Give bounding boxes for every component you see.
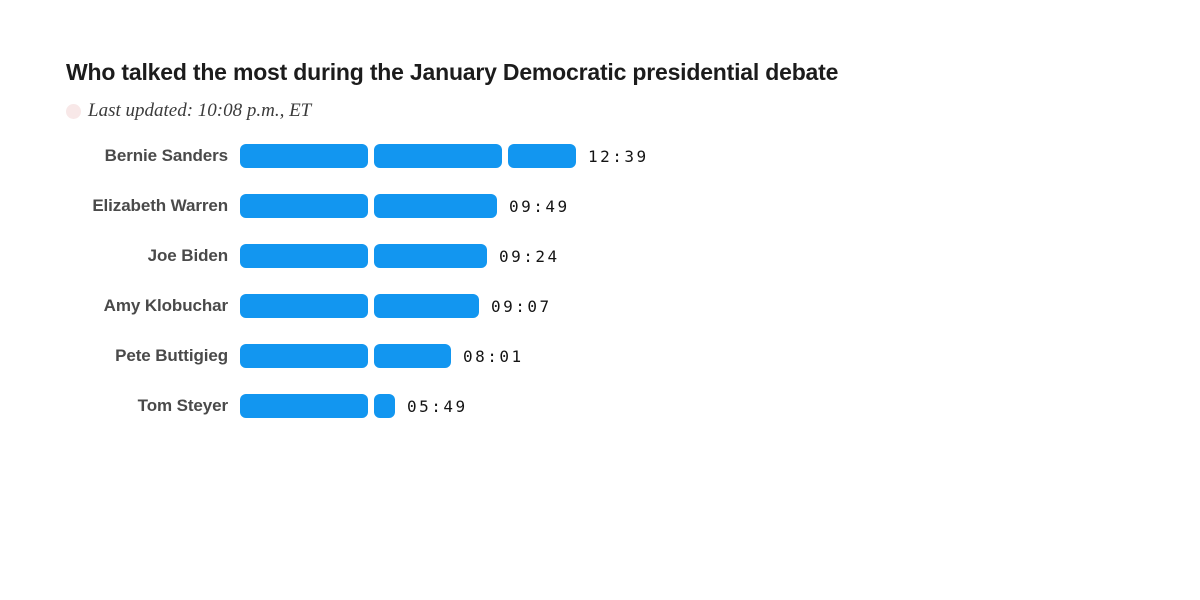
bar-track (240, 344, 451, 368)
bar-segment (374, 144, 502, 168)
bar-track (240, 294, 479, 318)
candidate-label: Bernie Sanders (104, 146, 228, 165)
bar-segment (374, 344, 451, 368)
bar-segment (240, 194, 368, 218)
bar-track (240, 194, 497, 218)
bar-segment (240, 244, 368, 268)
bar-row: Amy Klobuchar 09:07 (66, 294, 1126, 318)
live-indicator-dot (66, 103, 81, 119)
bar-track (240, 244, 487, 268)
bar-track (240, 144, 576, 168)
bar-segment (240, 144, 368, 168)
candidate-label: Elizabeth Warren (92, 196, 228, 215)
bar-segment (374, 194, 497, 218)
bar-row: Tom Steyer 05:49 (66, 394, 1126, 418)
bar-segment (240, 344, 368, 368)
chart-title: Who talked the most during the January D… (66, 59, 839, 85)
bar-track (240, 394, 395, 418)
bar-segment (240, 294, 368, 318)
bar-chart-rows: Bernie Sanders 12:39 Elizabeth Warren 09:49… (66, 144, 1126, 418)
bar-row: Joe Biden 09:24 (66, 244, 1126, 268)
last-updated-text: Last updated: 10:08 p.m., ET (88, 100, 312, 121)
bar-segment (374, 394, 395, 418)
bar-segment (374, 244, 487, 268)
chart-card: Who talked the most during the January D… (66, 58, 1126, 444)
candidate-label: Tom Steyer (137, 396, 228, 415)
bar-segment (240, 394, 368, 418)
candidate-label: Amy Klobuchar (103, 296, 228, 315)
time-value: 12:39 (588, 146, 649, 166)
time-value: 09:07 (491, 296, 552, 316)
last-updated-row: Last updated: 10:08 p.m., ET (66, 99, 1126, 123)
bar-row: Pete Buttigieg 08:01 (66, 344, 1126, 368)
bar-row: Bernie Sanders 12:39 (66, 144, 1126, 168)
candidate-label: Pete Buttigieg (115, 346, 228, 365)
bar-segment (374, 294, 479, 318)
time-value: 05:49 (407, 396, 468, 416)
bar-row: Elizabeth Warren 09:49 (66, 194, 1126, 218)
bar-segment (508, 144, 576, 168)
time-value: 08:01 (463, 346, 524, 366)
time-value: 09:49 (509, 196, 570, 216)
time-value: 09:24 (499, 246, 560, 266)
candidate-label: Joe Biden (147, 246, 228, 265)
